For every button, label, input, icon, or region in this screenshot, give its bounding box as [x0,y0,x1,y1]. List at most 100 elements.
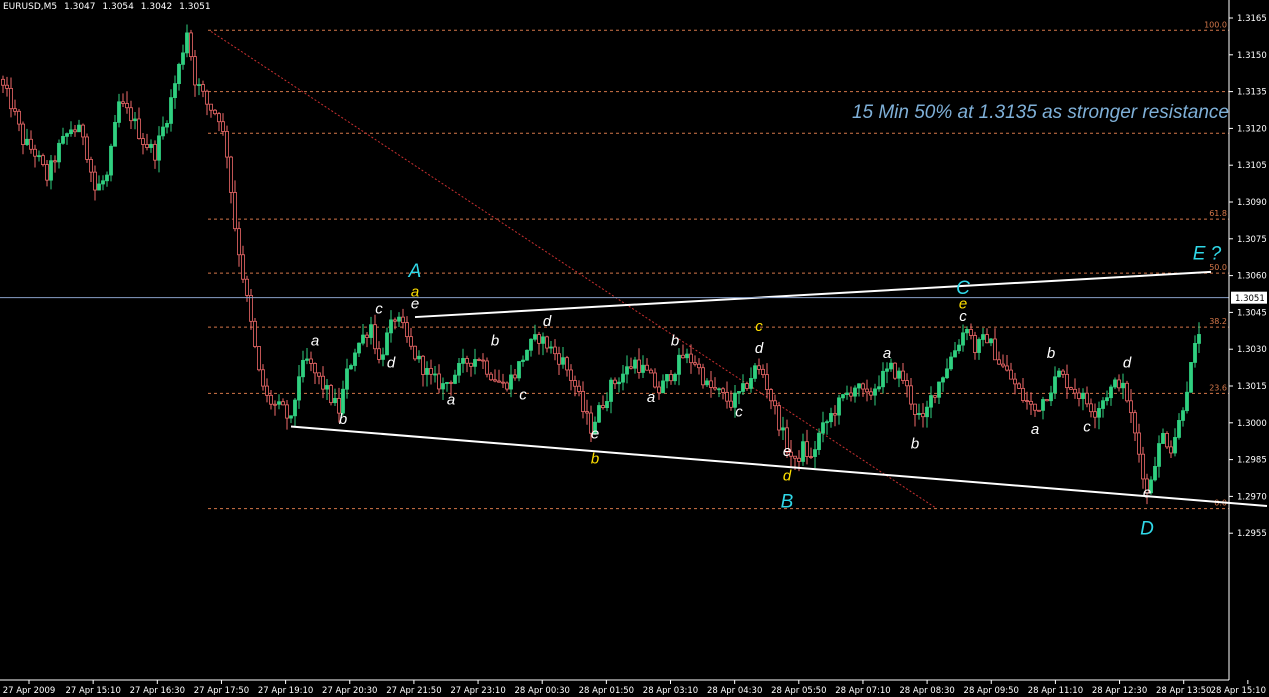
candle-body [573,380,577,387]
y-tick-label: 1.2985 [1237,456,1267,466]
candle-body [1189,362,1193,393]
candle-body [1197,334,1201,344]
candle-body [21,123,25,145]
candle-body [197,84,201,86]
candle-body [117,101,121,123]
candle-body [249,295,253,322]
candle-body [1013,378,1017,385]
candle-body [17,110,21,125]
candle-body [61,135,65,144]
candle-body [217,113,221,123]
candle-body [661,380,665,394]
y-tick-label: 1.3090 [1237,198,1267,208]
y-tick-label: 1.3060 [1237,272,1267,282]
candle-body [617,381,621,385]
candle-body [325,385,329,390]
candle-body [281,401,285,406]
candle-body [961,332,965,346]
candle-body [157,135,161,161]
candle-body [773,400,777,407]
candle-body [189,32,193,58]
candle-body [1065,373,1069,389]
wave-label: a [311,333,319,350]
candle-body [1121,382,1125,389]
candle-body [969,329,973,336]
y-tick-label: 1.3000 [1237,419,1267,429]
candle-body [381,354,385,360]
candle-body [1113,379,1117,388]
wave-label: b [339,411,347,428]
x-tick-label: 27 Apr 2009 [3,686,56,696]
candle-body [1193,342,1197,363]
candle-body [45,164,49,181]
candle-body [393,319,397,322]
candle-body [317,372,321,377]
candle-body [861,383,865,390]
fib-level-label: 38.2 [1209,317,1227,326]
candle-body [925,406,929,418]
candle-body [161,126,165,137]
wave-label: c [959,308,967,325]
candle-body [89,158,93,173]
y-tick-label: 1.3045 [1237,308,1267,318]
candle-body [101,180,105,185]
x-tick-label: 28 Apr 13:50 [1156,686,1211,696]
close-price: 1.3051 [179,2,211,12]
candle-body [337,397,341,414]
candle-body [169,97,173,124]
x-tick-label: 28 Apr 11:10 [1028,686,1083,696]
candle-body [245,278,249,296]
candle-body [1145,478,1149,494]
current-price-box [1231,291,1267,304]
chart-annotation: 15 Min 50% at 1.3135 as stronger resista… [851,102,1229,123]
wave-label: B [781,491,794,512]
candle-body [625,366,629,375]
candle-body [417,355,421,360]
candle-body [717,388,721,391]
candle-body [1173,437,1177,454]
candle-body [1133,412,1137,434]
candle-body [837,397,841,416]
candle-body [641,364,645,373]
wave-label: d [1123,355,1132,372]
candle-body [53,160,57,163]
wave-label: b [1047,345,1055,362]
candle-body [581,391,585,412]
candle-body [697,363,701,369]
candle-body [1125,382,1129,402]
candle-body [369,324,373,338]
candle-body [1021,387,1025,401]
candle-body [429,368,433,375]
candle-body [109,145,113,176]
wave-label: e [959,296,967,313]
candle-body [1045,399,1049,402]
wave-label: c [375,301,383,318]
candle-body [289,415,293,419]
high-price: 1.3054 [102,2,134,12]
candle-body [757,365,761,370]
candle-body [241,254,245,280]
y-tick-label: 1.3015 [1237,382,1267,392]
candle-body [277,401,281,405]
candle-body [681,354,685,359]
candle-body [1061,370,1065,375]
candle-body [293,399,297,417]
candle-body [105,174,109,182]
candle-body [521,359,525,362]
candle-body [165,123,169,128]
candle-body [865,388,869,393]
candle-body [233,192,237,230]
candle-body [37,155,41,158]
candle-body [1017,383,1021,389]
candle-body [405,322,409,338]
candle-body [361,334,365,344]
candle-body [873,388,877,396]
candle-body [497,380,501,383]
y-tick-label: 1.3150 [1237,51,1267,61]
candle-body [221,121,225,132]
candle-body [805,441,809,457]
candle-body [561,357,565,365]
candle-body [1105,397,1109,402]
candle-body [981,334,985,340]
